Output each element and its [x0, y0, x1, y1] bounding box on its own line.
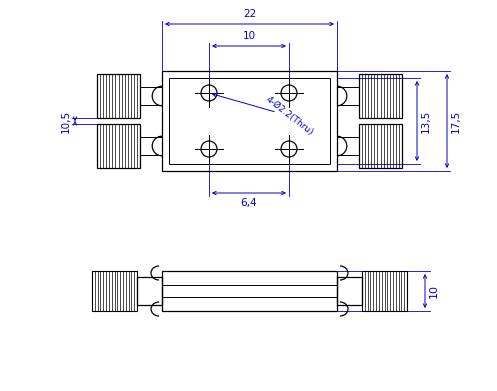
Text: 10: 10 — [243, 31, 255, 41]
Text: 22: 22 — [243, 9, 256, 19]
Bar — [97, 74, 140, 118]
Text: 13,5: 13,5 — [421, 109, 431, 133]
Bar — [359, 74, 402, 118]
Text: 10: 10 — [429, 284, 439, 298]
Text: 10,5: 10,5 — [61, 109, 71, 133]
Text: 17,5: 17,5 — [451, 109, 461, 133]
Bar — [140, 87, 162, 105]
Bar — [137, 277, 162, 305]
Bar — [362, 271, 407, 311]
Bar — [337, 137, 359, 155]
Bar — [359, 124, 402, 168]
Bar — [97, 124, 140, 168]
Bar — [169, 78, 330, 164]
Bar — [337, 87, 359, 105]
Text: 6,4: 6,4 — [241, 198, 257, 208]
Bar — [162, 271, 337, 311]
Bar — [337, 277, 362, 305]
Text: 4-Ø2.2(Thru): 4-Ø2.2(Thru) — [213, 93, 315, 137]
Bar — [162, 71, 337, 171]
Bar — [140, 137, 162, 155]
Bar — [92, 271, 137, 311]
